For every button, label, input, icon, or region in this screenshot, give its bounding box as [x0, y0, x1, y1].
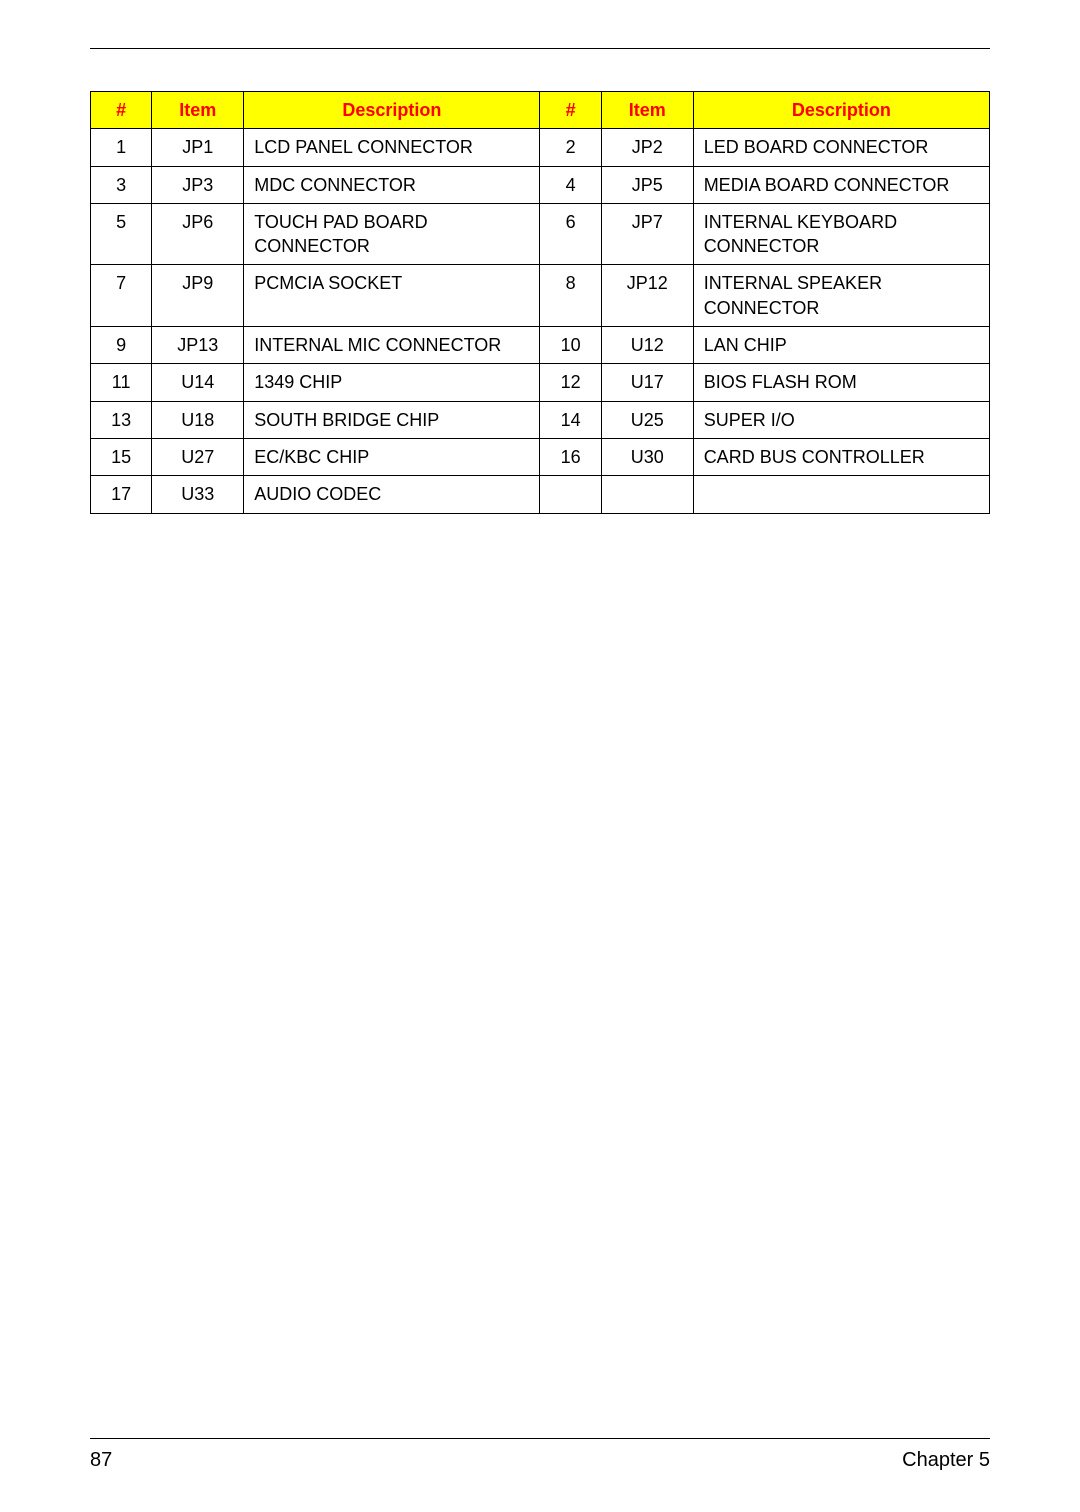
page-footer: 87 Chapter 5 — [90, 1438, 990, 1472]
cell-item: JP3 — [152, 166, 244, 203]
cell-desc: LAN CHIP — [693, 327, 989, 364]
cell-item: U27 — [152, 438, 244, 475]
page: # Item Description # Item Description 1 … — [0, 0, 1080, 1512]
cell-desc — [693, 476, 989, 513]
table-row: 15 U27 EC/KBC CHIP 16 U30 CARD BUS CONTR… — [91, 438, 990, 475]
cell-num: 14 — [540, 401, 601, 438]
cell-num: 3 — [91, 166, 152, 203]
connector-table: # Item Description # Item Description 1 … — [90, 91, 990, 514]
cell-item: U17 — [601, 364, 693, 401]
table-row: 1 JP1 LCD PANEL CONNECTOR 2 JP2 LED BOAR… — [91, 129, 990, 166]
cell-desc: BIOS FLASH ROM — [693, 364, 989, 401]
table-row: 13 U18 SOUTH BRIDGE CHIP 14 U25 SUPER I/… — [91, 401, 990, 438]
cell-item: U14 — [152, 364, 244, 401]
cell-num — [540, 476, 601, 513]
col-header-item-1: Item — [152, 92, 244, 129]
top-rule — [90, 48, 990, 49]
cell-desc: LED BOARD CONNECTOR — [693, 129, 989, 166]
cell-desc: CARD BUS CONTROLLER — [693, 438, 989, 475]
col-header-item-2: Item — [601, 92, 693, 129]
table-row: 17 U33 AUDIO CODEC — [91, 476, 990, 513]
cell-desc: SUPER I/O — [693, 401, 989, 438]
cell-desc: PCMCIA SOCKET — [244, 265, 540, 327]
cell-item: U12 — [601, 327, 693, 364]
cell-item: JP1 — [152, 129, 244, 166]
cell-item: U25 — [601, 401, 693, 438]
table-header-row: # Item Description # Item Description — [91, 92, 990, 129]
cell-item: JP2 — [601, 129, 693, 166]
table-row: 7 JP9 PCMCIA SOCKET 8 JP12 INTERNAL SPEA… — [91, 265, 990, 327]
cell-item: JP12 — [601, 265, 693, 327]
cell-item: U18 — [152, 401, 244, 438]
cell-desc: INTERNAL MIC CONNECTOR — [244, 327, 540, 364]
cell-num: 10 — [540, 327, 601, 364]
cell-item: JP5 — [601, 166, 693, 203]
cell-desc: SOUTH BRIDGE CHIP — [244, 401, 540, 438]
cell-desc: MDC CONNECTOR — [244, 166, 540, 203]
cell-num: 15 — [91, 438, 152, 475]
col-header-num-1: # — [91, 92, 152, 129]
cell-num: 8 — [540, 265, 601, 327]
cell-desc: EC/KBC CHIP — [244, 438, 540, 475]
cell-num: 2 — [540, 129, 601, 166]
table-head: # Item Description # Item Description — [91, 92, 990, 129]
cell-desc: INTERNAL SPEAKER CONNECTOR — [693, 265, 989, 327]
cell-item: JP6 — [152, 203, 244, 265]
cell-desc: 1349 CHIP — [244, 364, 540, 401]
cell-desc: TOUCH PAD BOARD CONNECTOR — [244, 203, 540, 265]
cell-num: 4 — [540, 166, 601, 203]
table-row: 5 JP6 TOUCH PAD BOARD CONNECTOR 6 JP7 IN… — [91, 203, 990, 265]
bottom-rule — [90, 1438, 990, 1439]
cell-item: JP13 — [152, 327, 244, 364]
cell-num: 9 — [91, 327, 152, 364]
table-row: 9 JP13 INTERNAL MIC CONNECTOR 10 U12 LAN… — [91, 327, 990, 364]
cell-num: 16 — [540, 438, 601, 475]
cell-num: 7 — [91, 265, 152, 327]
cell-item — [601, 476, 693, 513]
footer-line: 87 Chapter 5 — [90, 1449, 990, 1472]
col-header-desc-1: Description — [244, 92, 540, 129]
cell-num: 1 — [91, 129, 152, 166]
cell-num: 5 — [91, 203, 152, 265]
cell-num: 6 — [540, 203, 601, 265]
cell-desc: LCD PANEL CONNECTOR — [244, 129, 540, 166]
cell-desc: AUDIO CODEC — [244, 476, 540, 513]
col-header-num-2: # — [540, 92, 601, 129]
col-header-desc-2: Description — [693, 92, 989, 129]
table-row: 3 JP3 MDC CONNECTOR 4 JP5 MEDIA BOARD CO… — [91, 166, 990, 203]
connector-table-wrap: # Item Description # Item Description 1 … — [90, 91, 990, 514]
cell-desc: INTERNAL KEYBOARD CONNECTOR — [693, 203, 989, 265]
cell-desc: MEDIA BOARD CONNECTOR — [693, 166, 989, 203]
cell-num: 11 — [91, 364, 152, 401]
chapter-label: Chapter 5 — [902, 1449, 990, 1472]
table-row: 11 U14 1349 CHIP 12 U17 BIOS FLASH ROM — [91, 364, 990, 401]
cell-item: U33 — [152, 476, 244, 513]
cell-item: U30 — [601, 438, 693, 475]
cell-num: 17 — [91, 476, 152, 513]
cell-item: JP7 — [601, 203, 693, 265]
table-body: 1 JP1 LCD PANEL CONNECTOR 2 JP2 LED BOAR… — [91, 129, 990, 513]
page-number: 87 — [90, 1449, 112, 1472]
cell-num: 13 — [91, 401, 152, 438]
cell-item: JP9 — [152, 265, 244, 327]
cell-num: 12 — [540, 364, 601, 401]
